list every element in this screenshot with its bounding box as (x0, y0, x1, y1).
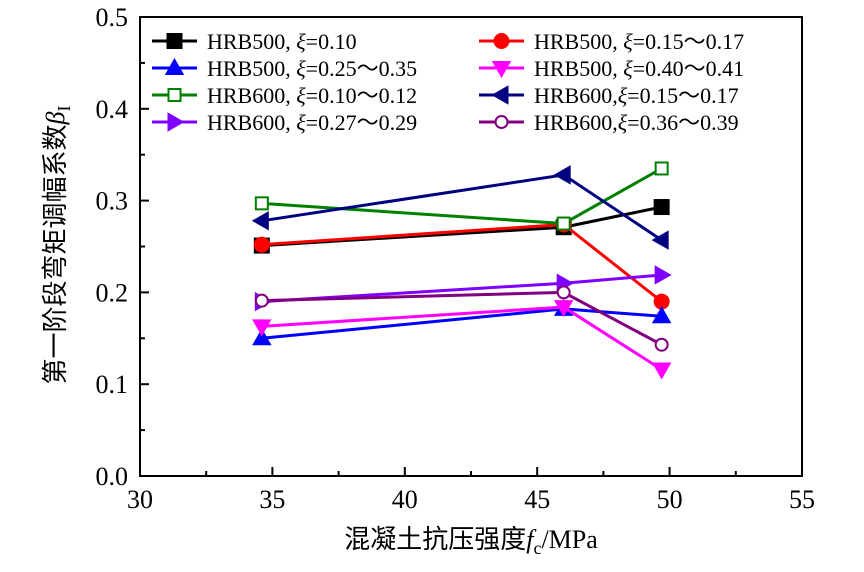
series-3-point (252, 328, 272, 346)
series-4-point (553, 300, 574, 318)
legend-label-xi: ξ (296, 29, 306, 54)
x-axis-title: 混凝土抗压强度fc/MPa (344, 525, 598, 558)
y-tick-label: 0.3 (96, 187, 129, 216)
x-axis-title-text: 混凝土抗压强度 (344, 525, 526, 554)
legend-label-range: =0.40～0.41 (633, 56, 744, 81)
series-7 (254, 265, 672, 312)
x-tick-label: 30 (127, 485, 153, 514)
legend-label-grade: HRB500, (534, 29, 623, 54)
y-tick-label: 0.1 (96, 370, 129, 399)
series-7-point (654, 265, 672, 285)
series-8-point (556, 285, 571, 300)
legend-item-1: HRB500, ξ=0.10 (152, 29, 357, 54)
legend-label-xi: ξ (296, 56, 306, 81)
legend-marker (164, 57, 185, 75)
legend-label: HRB500, ξ=0.40～0.41 (534, 56, 744, 81)
y-axis-title: 第一阶段弯矩调幅系数βI (41, 106, 74, 385)
legend-label-grade: HRB600, (534, 110, 618, 135)
series-1-point (653, 199, 670, 216)
legend-label-range: =0.10 (306, 29, 357, 54)
axes-layer: 30 35 40 45 50 55 0.0 0.1 0.2 0.3 0.4 0.5 (96, 3, 816, 514)
x-tick-label: 45 (524, 485, 550, 514)
legend-label-grade: HRB600, (534, 83, 618, 108)
series-6 (251, 165, 669, 250)
y-tick-label: 0.4 (96, 95, 129, 124)
x-tick-label: 55 (789, 485, 815, 514)
legend-marker (493, 33, 510, 49)
legend-label: HRB600,ξ=0.15～0.17 (534, 83, 739, 108)
legend-label-xi: ξ (296, 83, 306, 108)
legend-label: HRB500, ξ=0.25～0.35 (207, 56, 417, 81)
series-5-point (654, 161, 669, 176)
series-5-point (254, 196, 269, 211)
legend-label-xi: ξ (623, 56, 633, 81)
legend-label-grade: HRB600, (207, 110, 296, 135)
legend-label: HRB500, ξ=0.10 (207, 29, 357, 54)
legend-item-7: HRB600, ξ=0.27～0.29 (152, 110, 417, 135)
series-4-line (261, 305, 663, 371)
legend-label-xi: ξ (618, 83, 628, 108)
legend-label-xi: ξ (296, 110, 306, 135)
series-5-line (261, 167, 663, 226)
series-8 (254, 285, 669, 352)
legend-label-range: =0.10～0.12 (306, 83, 417, 108)
legend-label: HRB600, ξ=0.27～0.29 (207, 110, 417, 135)
legend-item-4: HRB500, ξ=0.40～0.41 (479, 56, 744, 81)
legend-label: HRB600,ξ=0.36～0.39 (534, 110, 739, 135)
y-axis-title-var: β (41, 111, 70, 125)
legend-label-grade: HRB500, (534, 56, 623, 81)
x-tick-label: 40 (392, 485, 418, 514)
series-6-point (251, 211, 269, 231)
series-4-point (651, 362, 672, 380)
legend-marker (166, 33, 183, 49)
legend-marker (491, 61, 512, 79)
legend-label-range: =0.15～0.17 (627, 83, 738, 108)
series-2-point (253, 236, 270, 253)
legend-item-3: HRB500, ξ=0.25～0.35 (152, 56, 417, 81)
y-tick-label: 0.5 (96, 3, 129, 32)
series-8-point (254, 293, 269, 308)
series-layer (251, 161, 672, 380)
legend-marker (167, 88, 182, 102)
legend-label-xi: ξ (618, 110, 628, 135)
legend-item-2: HRB500, ξ=0.15～0.17 (479, 29, 744, 54)
x-axis-title-sub: c (533, 538, 541, 558)
legend-label-range: =0.27～0.29 (306, 110, 417, 135)
legend-label-grade: HRB500, (207, 29, 296, 54)
legend-item-5: HRB600, ξ=0.10～0.12 (152, 83, 417, 108)
legend: HRB500, ξ=0.10 HRB500, ξ=0.15～0.17HRB500,… (152, 29, 744, 135)
x-axis-title-var: f (526, 525, 537, 554)
series-6-point (553, 165, 571, 185)
series-4 (252, 300, 672, 380)
series-4-point (252, 319, 272, 337)
legend-marker (491, 85, 509, 105)
series-3-point (651, 306, 672, 324)
series-5-point (556, 216, 571, 231)
y-axis-title-sub: I (54, 106, 74, 112)
legend-marker (167, 112, 185, 132)
series-5 (254, 161, 669, 231)
x-tick-label: 35 (259, 485, 285, 514)
x-axis-title-unit: /MPa (541, 525, 598, 554)
legend-label-grade: HRB500, (207, 56, 296, 81)
series-8-point (654, 337, 669, 352)
legend-label-range: =0.25～0.35 (306, 56, 417, 81)
legend-label: HRB500, ξ=0.15～0.17 (534, 29, 744, 54)
y-axis-title-text: 第一阶段弯矩调幅系数 (41, 124, 70, 384)
x-tick-label: 50 (657, 485, 683, 514)
legend-item-6: HRB600,ξ=0.15～0.17 (479, 83, 739, 108)
legend-label: HRB600, ξ=0.10～0.12 (207, 83, 417, 108)
legend-label-range: =0.36～0.39 (627, 110, 738, 135)
y-tick-label: 0.0 (96, 462, 129, 491)
legend-label-xi: ξ (623, 29, 633, 54)
legend-label-grade: HRB600, (207, 83, 296, 108)
series-6-point (651, 230, 669, 250)
legend-item-8: HRB600,ξ=0.36～0.39 (479, 110, 739, 135)
legend-label-range: =0.15～0.17 (633, 29, 744, 54)
y-tick-label: 0.2 (96, 278, 129, 307)
legend-marker (494, 115, 509, 129)
